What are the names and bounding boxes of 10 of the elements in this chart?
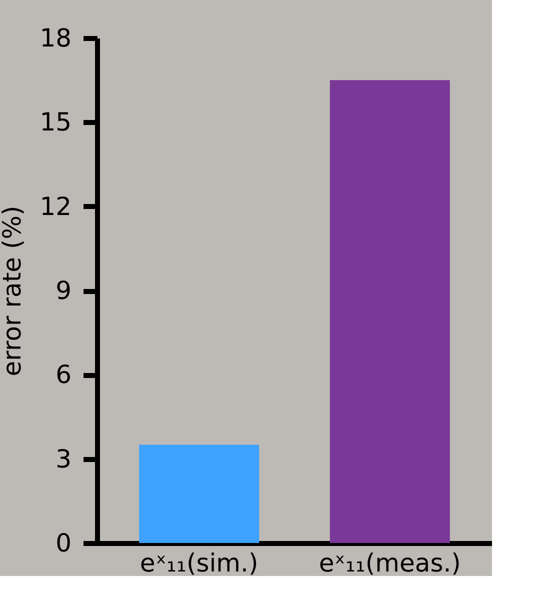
x-tick-label: eˣ₁₁(meas.) xyxy=(318,548,461,578)
y-tick-label: 6 xyxy=(56,360,72,390)
y-axis-title: error rate (%) xyxy=(0,206,27,376)
y-tick-label: 12 xyxy=(40,192,72,221)
y-tick-label: 3 xyxy=(56,444,72,474)
y-tick-label: 15 xyxy=(40,108,72,137)
y-tick-label: 18 xyxy=(40,24,72,52)
x-tick-label: eˣ₁₁(sim.) xyxy=(140,548,258,578)
y-tick-label: 9 xyxy=(56,276,72,305)
y-tick-label: 0 xyxy=(56,528,72,558)
